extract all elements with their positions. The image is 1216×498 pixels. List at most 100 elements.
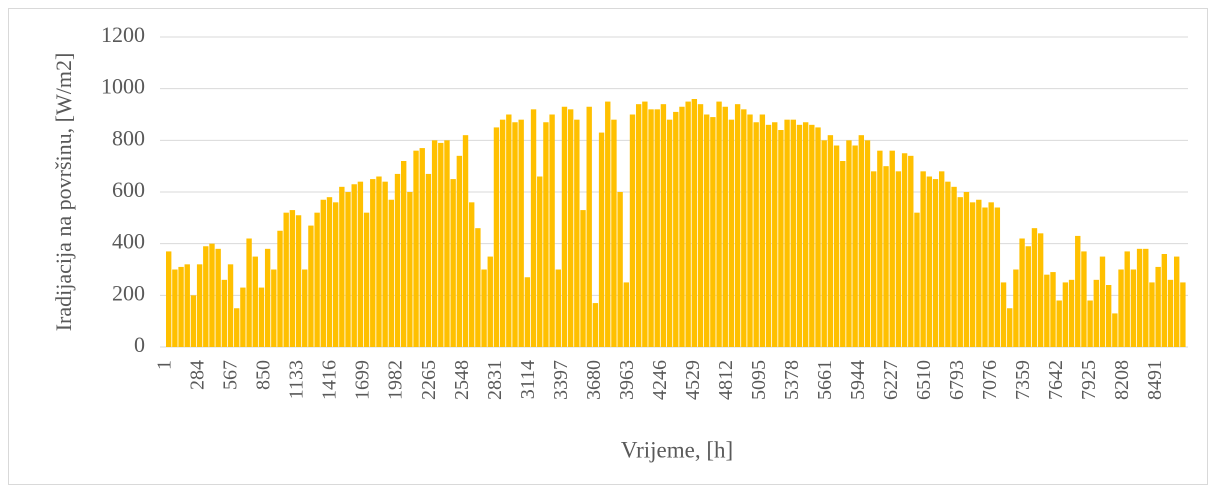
- bar: [450, 179, 456, 347]
- bar: [716, 101, 722, 347]
- x-axis-title: Vrijeme, [h]: [621, 437, 733, 462]
- x-tick-label: 1416: [319, 360, 341, 400]
- bar: [357, 181, 364, 347]
- bar: [345, 192, 351, 347]
- x-tick-label: 6227: [880, 360, 902, 400]
- bar: [1161, 254, 1168, 347]
- x-tick-label: 7642: [1045, 360, 1067, 400]
- x-tick-label: 2265: [418, 360, 440, 400]
- bar: [475, 228, 481, 347]
- x-tick-label: 4812: [715, 360, 737, 400]
- bar: [561, 106, 568, 347]
- bar: [289, 210, 296, 347]
- bar: [425, 173, 432, 347]
- y-axis-title: Iradijacija na površinu, [W/m2]: [51, 53, 76, 332]
- x-tick-label: 7925: [1078, 360, 1100, 400]
- bar: [456, 155, 463, 347]
- bar: [994, 207, 1001, 347]
- bar: [747, 114, 753, 347]
- bar: [765, 124, 772, 347]
- bar: [264, 248, 271, 347]
- bar: [506, 114, 512, 347]
- bar: [1062, 282, 1069, 347]
- bar: [809, 124, 815, 347]
- bar: [283, 212, 289, 347]
- bar: [530, 109, 537, 347]
- bar: [679, 106, 685, 347]
- bar: [759, 114, 766, 347]
- x-tick-label: 1: [154, 360, 176, 370]
- bar: [1105, 285, 1112, 347]
- bar: [1130, 269, 1137, 347]
- x-tick-label: 8491: [1144, 360, 1166, 400]
- bar: [549, 114, 555, 347]
- bar: [660, 104, 667, 348]
- bar: [1044, 274, 1050, 347]
- bar: [1068, 279, 1075, 347]
- bar: [277, 230, 283, 347]
- x-tick-label: 7076: [979, 360, 1001, 400]
- bar: [926, 176, 933, 347]
- bar: [840, 161, 846, 347]
- bar: [166, 251, 172, 347]
- bar: [957, 197, 963, 347]
- bar: [388, 199, 395, 347]
- bar: [982, 207, 988, 347]
- bar: [846, 140, 852, 347]
- bar: [833, 145, 840, 347]
- x-tick-label: 3397: [550, 360, 572, 400]
- bar: [920, 171, 926, 347]
- bar: [1124, 251, 1130, 347]
- bar: [1081, 251, 1087, 347]
- bar: [1075, 235, 1081, 347]
- bar: [1019, 238, 1025, 347]
- x-tick-label: 1699: [352, 360, 374, 400]
- bar: [796, 124, 803, 347]
- bar: [1056, 300, 1062, 347]
- x-tick-label: 850: [253, 360, 275, 390]
- bar: [543, 122, 549, 347]
- bar: [567, 109, 574, 347]
- bar: [870, 171, 877, 347]
- bar: [802, 122, 809, 347]
- y-tick-label: 600: [112, 177, 145, 202]
- bar: [438, 142, 444, 347]
- bar: [499, 119, 506, 348]
- bar: [988, 202, 994, 347]
- y-tick-label: 800: [112, 125, 145, 150]
- x-tick-label: 3680: [583, 360, 605, 400]
- bar: [555, 269, 561, 347]
- bar: [642, 101, 648, 347]
- bar: [215, 248, 221, 347]
- bar: [790, 119, 796, 348]
- bar: [221, 279, 228, 347]
- x-tick-label: 3114: [517, 360, 539, 399]
- bar: [339, 186, 345, 347]
- bar: [914, 212, 920, 347]
- x-tick-label: 4246: [649, 360, 671, 400]
- bar: [598, 132, 605, 347]
- x-tick-label: 1133: [286, 360, 308, 399]
- bar: [1031, 228, 1038, 347]
- bar: [939, 171, 945, 347]
- bar: [518, 119, 524, 348]
- bar: [444, 140, 450, 347]
- x-tick-label: 6793: [946, 360, 968, 400]
- bar: [363, 212, 370, 347]
- bar: [895, 171, 902, 347]
- bar: [407, 192, 413, 347]
- bar: [635, 104, 642, 348]
- bar: [487, 256, 493, 347]
- bar: [1050, 272, 1056, 347]
- x-tick-label: 7359: [1012, 360, 1034, 400]
- bar: [178, 266, 184, 347]
- x-tick-label: 2831: [484, 360, 506, 400]
- y-tick-label: 0: [134, 332, 145, 357]
- bar: [413, 150, 419, 347]
- bar: [320, 199, 326, 347]
- bar: [1025, 246, 1031, 347]
- bar: [493, 127, 500, 348]
- bar: [617, 192, 623, 347]
- x-tick-label: 2548: [451, 360, 473, 400]
- bar: [784, 119, 790, 348]
